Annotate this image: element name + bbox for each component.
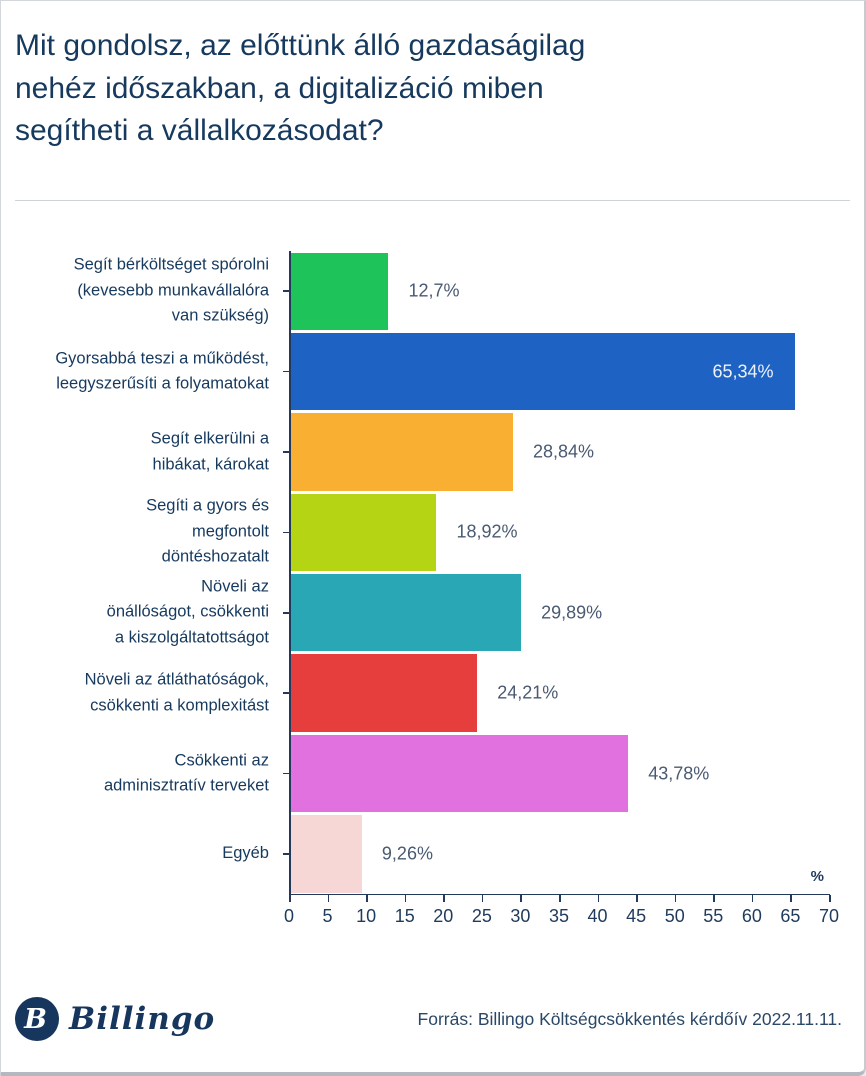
billingo-logo-text: Billingo	[69, 1001, 216, 1037]
x-axis-tick-label: 55	[703, 906, 724, 927]
x-axis-tick	[751, 895, 754, 903]
x-axis-tick	[289, 895, 291, 903]
x-axis-tick	[790, 895, 792, 903]
x-axis-tick-label: 35	[548, 906, 570, 927]
x-axis: % 0 5 10 15 20 25 30 35 40 45 50 55 60 65 70	[284, 868, 839, 942]
bar: 65,34%	[290, 332, 795, 411]
value-label: 29,89%	[541, 602, 603, 623]
bar-row: Segíti a gyors és megfontolt döntéshozat…	[1, 492, 829, 572]
chart-plot-area: Segít bérköltséget spórolni (kevesebb mu…	[1, 251, 829, 895]
bar-row: Növeli az átláthatóságok, csökkenti a ko…	[1, 653, 829, 733]
category-tick	[283, 853, 289, 855]
bar-row: Gyorsabbá teszi a működést, leegyszerűsí…	[1, 331, 829, 411]
category-label: Segít elkerülni a hibákat, károkat	[150, 429, 269, 473]
bar-track: 9,26%	[290, 814, 830, 894]
page-title: Mit gondolsz, az előttünk álló gazdasági…	[15, 29, 586, 148]
category-tick	[283, 451, 289, 453]
category-label: Segíti a gyors és megfontolt döntéshozat…	[146, 497, 269, 567]
value-label: 43,78%	[648, 763, 710, 784]
category-tick	[283, 290, 289, 292]
bar-row: Növeli az önállóságot, csökkenti a kiszo…	[1, 573, 829, 653]
category-tick	[283, 531, 289, 534]
bar	[290, 493, 437, 572]
value-label: 18,92%	[456, 521, 518, 542]
category-label: Egyéb	[222, 844, 269, 863]
value-label: 65,34%	[712, 361, 774, 382]
bar-row: Egyéb 9,26%	[1, 814, 829, 894]
x-axis-tick-label: 45	[626, 906, 647, 927]
x-axis-tick-label: 60	[741, 906, 762, 927]
category-label: Segít bérköltséget spórolni (kevesebb mu…	[73, 255, 269, 325]
bar	[290, 654, 478, 732]
x-axis-unit-label: %	[810, 868, 824, 886]
value-label: 24,21%	[497, 682, 559, 703]
x-axis-tick	[713, 895, 715, 903]
x-axis-tick	[597, 895, 600, 903]
x-axis-tick	[366, 895, 368, 903]
bar-chart: Segít bérköltséget spórolni (kevesebb mu…	[1, 251, 851, 926]
x-axis-tick-label: 25	[471, 906, 492, 927]
bar-track: 29,89%	[290, 573, 830, 653]
bar	[290, 734, 629, 813]
x-axis-tick	[559, 895, 561, 903]
bar-row: Segít bérköltséget spórolni (kevesebb mu…	[1, 251, 829, 331]
bar	[290, 413, 513, 491]
x-axis-tick-label: 5	[322, 906, 333, 927]
bar-track: 18,92%	[290, 492, 830, 572]
x-axis-tick-label: 50	[664, 906, 685, 927]
category-tick	[283, 612, 289, 614]
category-label: Csökkenti az adminisztratív terveket	[103, 750, 269, 795]
billingo-logo-icon: B	[15, 997, 59, 1041]
x-axis-tick-label: 40	[587, 906, 608, 927]
bar-track: 24,21%	[290, 653, 830, 733]
category-label: Növeli az átláthatóságok, csökkenti a ko…	[84, 670, 269, 715]
bar-row: Segít elkerülni a hibákat, károkat 28,84%	[1, 412, 829, 492]
bar	[290, 815, 362, 893]
bar	[290, 252, 389, 330]
x-axis-tick	[481, 895, 484, 903]
bar-track: 12,7%	[290, 251, 830, 331]
bar-track: 43,78%	[290, 733, 830, 813]
category-tick	[283, 772, 289, 775]
x-axis-tick-label: 15	[394, 906, 415, 927]
x-axis-tick-label: 65	[780, 906, 801, 927]
source-caption: Forrás: Billingo Költségcsökkentés kérdő…	[417, 1009, 842, 1029]
x-axis-tick-label: 30	[510, 906, 531, 927]
value-label: 28,84%	[532, 441, 595, 462]
bar-row: Csökkenti az adminisztratív terveket 43,7…	[1, 733, 829, 813]
x-axis-tick-label: 0	[283, 906, 294, 927]
category-label: Gyorsabbá teszi a működést, leegyszerűsí…	[55, 349, 269, 393]
x-axis-tick	[636, 895, 638, 903]
value-label: 9,26%	[381, 843, 433, 864]
bar-track: 65,34%	[290, 331, 830, 411]
x-axis-tick	[327, 895, 330, 903]
x-axis-tick	[404, 895, 407, 903]
category-tick	[283, 370, 289, 373]
x-axis-tick	[443, 895, 445, 903]
x-axis-tick	[520, 895, 522, 903]
y-axis-line	[289, 251, 291, 895]
x-axis-tick-label: 70	[818, 906, 840, 927]
x-axis-tick	[829, 895, 831, 903]
x-axis-tick-label: 10	[356, 906, 377, 927]
title-divider	[15, 200, 850, 201]
x-axis-tick	[674, 895, 677, 903]
category-tick	[283, 692, 289, 694]
category-label: Növeli az önállóságot, csökkenti a kiszo…	[106, 577, 269, 647]
x-axis-tick-label: 20	[433, 906, 454, 927]
bar-track: 28,84%	[290, 412, 830, 492]
billingo-logo: B Billingo	[15, 997, 215, 1041]
bar	[290, 574, 522, 652]
value-label: 12,7%	[408, 280, 460, 301]
